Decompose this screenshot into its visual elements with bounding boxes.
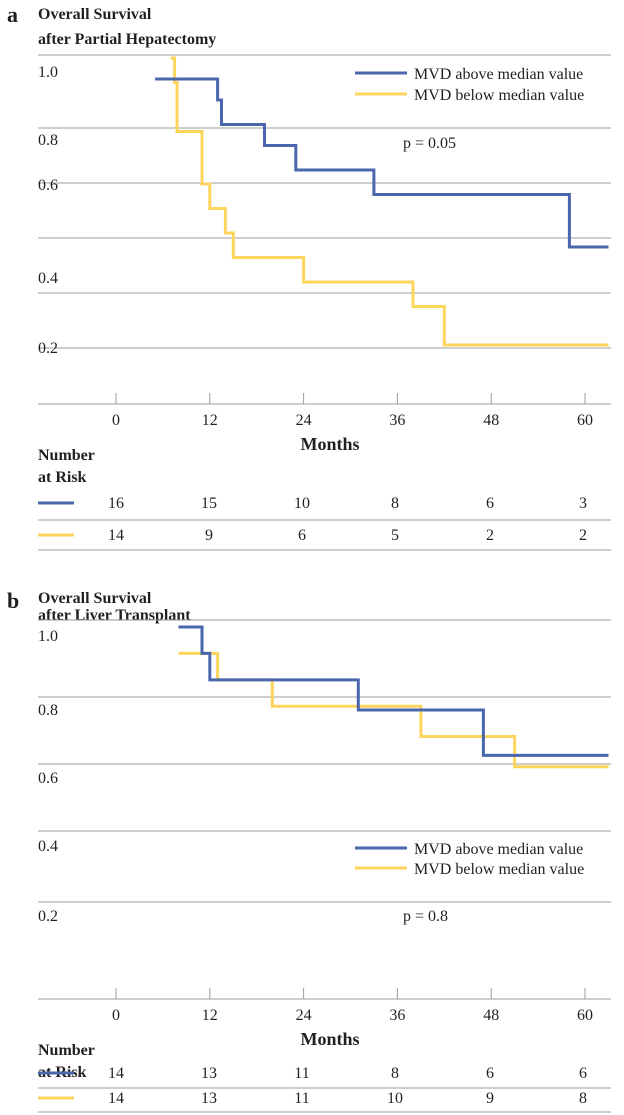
panel-b-title-line-1: Overall Survival	[38, 590, 152, 607]
panel-b-series-line-above	[178, 625, 609, 757]
panel-b-risk-table-cell: 9	[486, 1090, 494, 1107]
panel-b-x-tick-label: 36	[389, 1007, 405, 1024]
panel-a-x-tick-label: 36	[389, 412, 405, 429]
panel-b-risk-table-cell: 14	[108, 1065, 124, 1082]
panel-a-risk-table-cell: 14	[108, 527, 124, 544]
panel-b-risk-table-cell: 13	[201, 1090, 217, 1107]
panel-a-y-tick-label: 0.8	[38, 132, 58, 149]
panel-a-y-tick-label: 1.0	[38, 64, 58, 81]
panel-b-x-tick-label: 12	[202, 1007, 218, 1024]
panel-b-x-tick-label: 60	[577, 1007, 593, 1024]
panel-a-risk-table-cell: 3	[579, 495, 587, 512]
panel-a-risk-table-title-line-1: Number	[38, 447, 95, 464]
panel-a-risk-table-cell: 6	[298, 527, 306, 544]
panel-b-x-tick-label: 24	[296, 1007, 312, 1024]
panel-a-y-tick-label: 0.6	[38, 177, 58, 194]
panel-a-series-line-above	[155, 77, 609, 249]
panel-a-risk-table-cell: 9	[205, 527, 213, 544]
panel-a-series-line-below	[170, 56, 609, 347]
panel-b-legend-label: MVD below median value	[414, 861, 584, 878]
panel-b-legend-label: MVD above median value	[414, 841, 583, 858]
panel-b-y-tick-label: 1.0	[38, 628, 58, 645]
panel-b-risk-table-cell: 13	[201, 1065, 217, 1082]
panel-a-p-value-annotation: p = 0.05	[403, 135, 456, 152]
panel-b-risk-table-cell: 11	[294, 1090, 309, 1107]
panel-b-y-tick-label: 0.4	[38, 838, 58, 855]
panel-b-risk-table-cell: 11	[294, 1065, 309, 1082]
panel-b-x-tick-label: 0	[112, 1007, 120, 1024]
panel-b-risk-table-title-line-1: Number	[38, 1042, 95, 1059]
panel-a-x-tick-label: 24	[296, 412, 312, 429]
panel-b-y-tick-label: 0.2	[38, 908, 58, 925]
panel-a-y-tick-label: 0.2	[38, 340, 58, 357]
panel-b-risk-table-cell: 10	[387, 1090, 403, 1107]
panel-a-title-line-2: after Partial Hepatectomy	[38, 31, 216, 48]
panel-b-panel-letter: b	[7, 588, 19, 613]
panel-b-risk-table-cell: 14	[108, 1090, 124, 1107]
panel-b-p-value-annotation: p = 0.8	[403, 908, 448, 925]
panel-a-risk-table-title-line-2: at Risk	[38, 469, 87, 486]
panel-a-risk-table-cell: 16	[108, 495, 124, 512]
panel-a-risk-table-cell: 15	[201, 495, 217, 512]
panel-b-title-line-2: after Liver Transplant	[38, 607, 191, 624]
panel-a-title-line-1: Overall Survival	[38, 6, 152, 23]
panel-b-risk-table-cell: 6	[486, 1065, 494, 1082]
panel-b-series-line-below	[178, 651, 609, 769]
panel-a-risk-table-cell: 5	[391, 527, 399, 544]
panel-a-x-tick-label: 60	[577, 412, 593, 429]
panel-a-legend-label: MVD below median value	[414, 87, 584, 104]
panel-a-x-tick-label: 0	[112, 412, 120, 429]
panel-a-y-tick-label: 0.4	[38, 270, 58, 287]
panel-b-x-axis-label: Months	[300, 1029, 359, 1049]
panel-a-x-tick-label: 12	[202, 412, 218, 429]
panel-a-x-axis-label: Months	[300, 434, 359, 454]
panel-b-x-tick-label: 48	[483, 1007, 499, 1024]
panel-b-y-tick-label: 0.8	[38, 702, 58, 719]
panel-a-legend-label: MVD above median value	[414, 66, 583, 83]
panel-b-risk-table-cell: 8	[391, 1065, 399, 1082]
panel-a-risk-table-cell: 2	[486, 527, 494, 544]
panel-b-risk-table-cell: 6	[579, 1065, 587, 1082]
panel-a-risk-table-cell: 8	[391, 495, 399, 512]
panel-a-x-tick-label: 48	[483, 412, 499, 429]
panel-b-risk-table-cell: 8	[579, 1090, 587, 1107]
panel-a-risk-table-cell: 10	[294, 495, 310, 512]
panel-b-y-tick-label: 0.6	[38, 770, 58, 787]
panel-a-risk-table-cell: 6	[486, 495, 494, 512]
panel-a-risk-table-cell: 2	[579, 527, 587, 544]
panel-a-panel-letter: a	[7, 2, 18, 27]
